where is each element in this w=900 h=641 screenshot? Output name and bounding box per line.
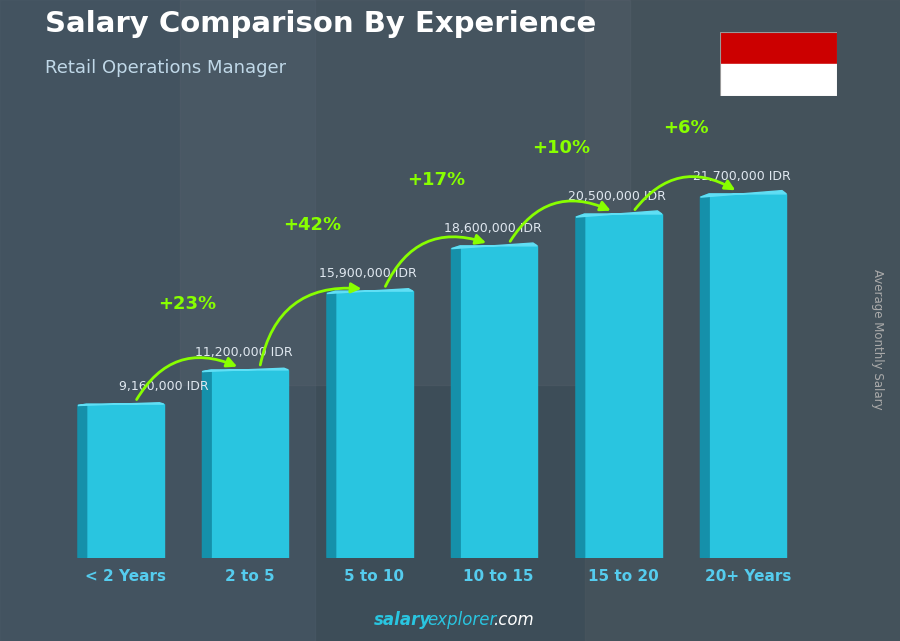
Text: +10%: +10% [532, 139, 590, 157]
Polygon shape [452, 243, 537, 249]
Polygon shape [576, 211, 662, 217]
Text: Salary Comparison By Experience: Salary Comparison By Experience [45, 10, 596, 38]
Text: 11,200,000 IDR: 11,200,000 IDR [194, 346, 292, 359]
Polygon shape [78, 404, 86, 558]
Text: 21,700,000 IDR: 21,700,000 IDR [693, 170, 790, 183]
Bar [336, 291, 413, 558]
Polygon shape [700, 190, 787, 197]
Polygon shape [327, 288, 413, 294]
Text: salary: salary [374, 611, 431, 629]
Polygon shape [202, 370, 211, 558]
Text: Average Monthly Salary: Average Monthly Salary [871, 269, 884, 410]
Text: +42%: +42% [283, 217, 341, 235]
Bar [585, 214, 662, 558]
Text: +23%: +23% [158, 296, 217, 313]
Bar [180, 0, 630, 385]
Polygon shape [576, 214, 585, 558]
Text: Retail Operations Manager: Retail Operations Manager [45, 59, 286, 77]
Text: .com: .com [493, 611, 534, 629]
Text: 15,900,000 IDR: 15,900,000 IDR [320, 267, 417, 280]
Bar [460, 246, 537, 558]
Bar [720, 64, 837, 96]
Bar [0, 0, 315, 641]
Text: +6%: +6% [662, 119, 708, 137]
Polygon shape [700, 194, 709, 558]
Bar [212, 370, 288, 558]
Bar [86, 404, 164, 558]
Text: 18,600,000 IDR: 18,600,000 IDR [444, 222, 542, 235]
Bar [585, 0, 900, 641]
Bar [720, 32, 837, 64]
Polygon shape [202, 368, 288, 372]
Bar [709, 194, 787, 558]
Text: 9,160,000 IDR: 9,160,000 IDR [119, 380, 209, 393]
Text: +17%: +17% [408, 171, 465, 189]
Text: explorer: explorer [428, 611, 497, 629]
Text: 20,500,000 IDR: 20,500,000 IDR [568, 190, 666, 203]
Polygon shape [452, 246, 460, 558]
Polygon shape [327, 291, 336, 558]
Polygon shape [78, 403, 164, 406]
